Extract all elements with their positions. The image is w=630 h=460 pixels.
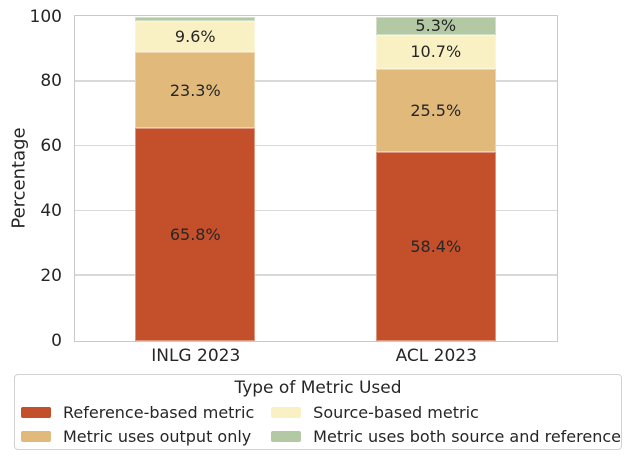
bar-segment: 9.6% [135,21,256,53]
bar-value-label: 9.6% [174,27,216,47]
plot-area: 65.8% 23.3% 9.6% 58.4% 25.5% 10.7% 5.3% [74,15,558,342]
legend-item-label: Metric uses both source and reference [313,426,621,446]
bar-segment [135,17,256,22]
bar-segment: 10.7% [375,34,496,70]
legend: Type of Metric Used Reference-based metr… [14,374,622,450]
legend-items: Reference-based metric Metric uses output… [15,400,621,448]
legend-column: Source-based metric Metric uses both sour… [271,400,621,448]
bar-acl-2023: 58.4% 25.5% 10.7% 5.3% [375,17,496,341]
gridline [75,80,557,82]
gridline [75,274,557,276]
legend-swatch-icon [21,406,51,418]
bar-segment: 58.4% [375,151,496,341]
legend-item-label: Metric uses output only [63,426,252,446]
bar-segment: 25.5% [375,69,496,152]
legend-item: Metric uses output only [21,424,271,448]
legend-item-label: Reference-based metric [63,402,255,422]
bar-value-label: 5.3% [415,17,457,35]
legend-swatch-icon [271,406,302,418]
y-tick-label: 80 [40,71,62,92]
legend-title: Type of Metric Used [234,378,402,398]
gridline [75,209,557,212]
legend-item: Reference-based metric [21,400,271,424]
bar-value-label: 65.8% [169,224,221,244]
bar-value-label: 58.4% [410,236,462,256]
x-tick-label: ACL 2023 [395,346,477,366]
y-tick-label: 20 [40,265,62,286]
legend-swatch-icon [271,430,302,442]
x-tick-label: INLG 2023 [151,346,241,366]
bar-segment: 23.3% [135,52,256,128]
bar-inlg-2023: 65.8% 23.3% 9.6% [135,17,256,341]
legend-column: Reference-based metric Metric uses output… [21,400,271,448]
y-tick-label: 40 [40,200,62,221]
bar-value-label: 23.3% [169,80,221,100]
y-axis-label: Percentage [8,127,30,229]
legend-item-label: Source-based metric [313,402,479,422]
y-tick-label: 100 [29,6,62,27]
bar-segment: 65.8% [135,127,256,341]
gridline [75,144,557,147]
bar-segment: 5.3% [375,17,496,35]
legend-swatch-icon [21,430,51,442]
legend-item: Metric uses both source and reference [271,424,621,448]
y-tick-label: 0 [51,330,62,351]
legend-item: Source-based metric [271,400,621,424]
bar-value-label: 25.5% [410,100,462,120]
bar-value-label: 10.7% [410,42,462,62]
y-tick-label: 60 [40,136,62,157]
